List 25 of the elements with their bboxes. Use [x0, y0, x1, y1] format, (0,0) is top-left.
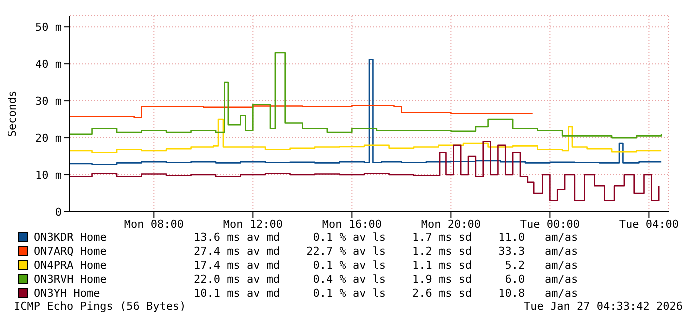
- x-tick-label: Tue 04:00: [619, 218, 680, 231]
- x-tick-label: Mon 20:00: [421, 218, 481, 231]
- legend-label: ON4PRA Home: [34, 258, 108, 272]
- text: 13.6 ms av md 0.1 % av ls 1.7 ms sd 11.0 am/as: [194, 230, 578, 244]
- legend-label: ON3RVH Home: [34, 272, 108, 286]
- text: 10.1 ms av md 0.1 % av ls 2.6 ms sd 10.8 am/as: [194, 286, 578, 300]
- y-tick-label: 20 m: [36, 132, 62, 145]
- y-tick-label: 40 m: [36, 58, 62, 71]
- y-tick-label: 10 m: [36, 168, 62, 182]
- y-tick-label: 30 m: [36, 94, 62, 108]
- y-axis-title: Seconds: [6, 90, 19, 138]
- legend-label: ON7ARQ Home: [34, 244, 108, 258]
- text: 22.0 ms av md 0.4 % av ls 1.9 ms sd 6.0 am/as: [194, 272, 578, 286]
- text: 27.4 ms av md 22.7 % av ls 1.2 ms sd 33.3 am/as: [194, 244, 578, 258]
- legend-label: ON3KDR Home: [34, 230, 108, 244]
- x-tick-label: Mon 12:00: [223, 218, 283, 231]
- text: ICMP Echo Pings (56 Bytes): [14, 300, 186, 313]
- legend-label: ON3YH Home: [34, 286, 102, 300]
- text: 17.4 ms av md 0.1 % av ls 1.1 ms sd 5.2 am/as: [194, 258, 578, 272]
- x-tick-label: Tue 00:00: [520, 218, 580, 231]
- y-tick-label: 0: [55, 206, 62, 219]
- x-tick-label: Mon 16:00: [322, 218, 382, 231]
- y-tick-label: 50 m: [36, 21, 62, 34]
- x-tick-label: Mon 08:00: [124, 218, 184, 231]
- text: Tue Jan 27 04:33:42 2026: [524, 300, 683, 313]
